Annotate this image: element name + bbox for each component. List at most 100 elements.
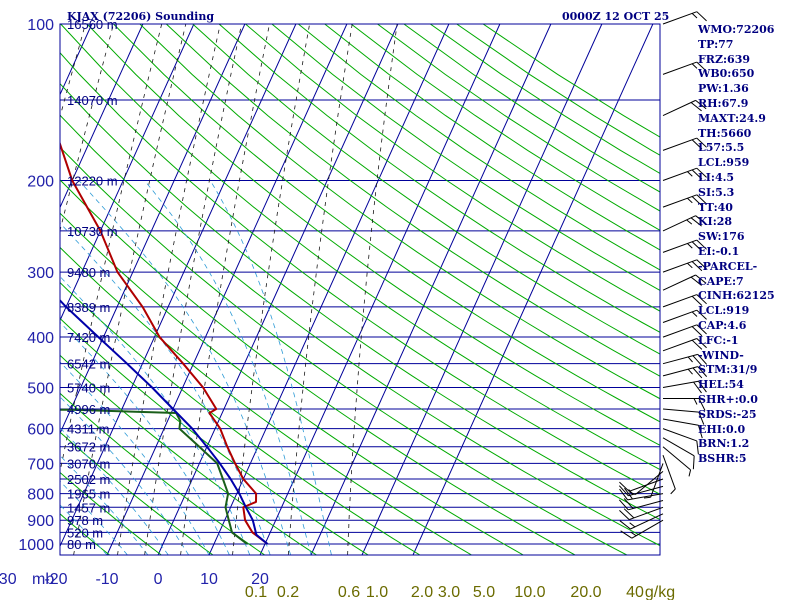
wind-barb-staff bbox=[662, 99, 696, 117]
isotherm bbox=[106, 24, 348, 555]
height-label: 978 m bbox=[67, 513, 103, 528]
dry-adiabat bbox=[60, 246, 472, 555]
isotherm bbox=[60, 24, 195, 322]
moist-adiabat bbox=[60, 427, 169, 555]
pressure-label: 800 bbox=[27, 487, 54, 504]
wind-barb bbox=[619, 506, 664, 521]
dry-adiabat bbox=[86, 24, 660, 446]
moist-adiabat bbox=[60, 396, 189, 555]
moist-adiabat bbox=[209, 180, 332, 555]
wind-barb-flag bbox=[696, 259, 707, 270]
wind-barb-flag bbox=[696, 338, 707, 349]
dry-adiabat bbox=[60, 471, 162, 555]
station-title: KJAX (72206) Sounding bbox=[67, 10, 214, 23]
wind-barb bbox=[662, 167, 707, 181]
wind-barb-flag bbox=[691, 261, 703, 272]
wind-barb-half-flag bbox=[628, 489, 634, 495]
wind-barb bbox=[662, 324, 707, 338]
dry-adiabat bbox=[218, 24, 660, 333]
wind-barb-half-flag bbox=[687, 197, 693, 204]
wind-barb-flag bbox=[618, 485, 629, 497]
mixing-ratio-line bbox=[180, 24, 270, 555]
wind-barb-flag bbox=[696, 11, 707, 22]
wind-barb-staff bbox=[650, 463, 664, 498]
wind-barb-flag bbox=[695, 274, 707, 284]
wind-barb bbox=[662, 294, 707, 308]
wind-barb bbox=[662, 274, 707, 291]
mixing-ratio-line bbox=[232, 24, 310, 555]
mixing-ratio-line bbox=[73, 24, 187, 555]
dry-adiabat bbox=[60, 354, 317, 555]
wind-barb-staff bbox=[662, 11, 697, 25]
pressure-label: 200 bbox=[27, 174, 54, 191]
wind-barb-flag bbox=[691, 241, 703, 252]
wind-barb-flag bbox=[624, 487, 633, 500]
index-item: RH:67.9 bbox=[698, 96, 749, 110]
index-item: HEL:54 bbox=[698, 378, 744, 392]
temperature-tick-label: 20 bbox=[251, 571, 269, 588]
wind-barb bbox=[619, 478, 664, 492]
wind-barb bbox=[662, 446, 692, 477]
sounding-time: 0000Z 12 OCT 25 bbox=[562, 10, 669, 23]
dry-adiabat bbox=[60, 513, 110, 555]
wind-barb bbox=[662, 11, 707, 25]
pressure-label: 1000 bbox=[18, 537, 54, 554]
wind-barb-staff bbox=[662, 366, 698, 377]
moist-adiabat bbox=[60, 321, 230, 555]
wind-barb-staff bbox=[631, 519, 664, 539]
dry-adiabat bbox=[60, 281, 421, 555]
wind-barb-flag bbox=[692, 355, 703, 367]
pressure-label: 100 bbox=[27, 17, 54, 34]
dry-adiabat bbox=[60, 431, 214, 555]
wind-barb-flag bbox=[696, 239, 707, 250]
index-item: EHI:0.0 bbox=[698, 422, 746, 436]
height-label: 14070 m bbox=[67, 93, 118, 108]
mixing-ratio-line bbox=[287, 24, 353, 555]
index-item: WMO:72206 bbox=[698, 23, 775, 36]
wind-barb-flag bbox=[690, 102, 702, 112]
wind-barb-flag bbox=[696, 324, 707, 335]
wind-barb bbox=[643, 463, 664, 499]
temperature-tick-label: -30 bbox=[0, 571, 17, 588]
temperature-tick-label: -10 bbox=[95, 571, 118, 588]
mixing-ratio-tick-label: 3.0 bbox=[438, 584, 460, 600]
isotherm bbox=[310, 24, 552, 555]
height-label: 6542 m bbox=[67, 357, 110, 372]
mixing-ratio-line bbox=[117, 24, 221, 555]
dry-adiabat bbox=[60, 146, 628, 555]
wind-barb-flag bbox=[696, 309, 707, 320]
index-item: WB0:650 bbox=[698, 67, 755, 81]
wind-barb-flag bbox=[691, 339, 703, 350]
temperature-tick-label: 10 bbox=[200, 571, 218, 588]
wind-barb bbox=[662, 239, 707, 253]
index-item: KI:28 bbox=[698, 215, 733, 229]
wind-barb-staff bbox=[662, 294, 697, 308]
wind-barb-staff bbox=[662, 194, 697, 208]
wind-barb bbox=[662, 455, 676, 495]
wind-barb bbox=[619, 487, 664, 501]
wind-barb-flag bbox=[698, 411, 705, 425]
wind-barb bbox=[662, 418, 703, 439]
temperature-profile bbox=[60, 140, 269, 545]
dry-adiabat bbox=[297, 24, 660, 271]
index-item: TP:77 bbox=[698, 37, 734, 51]
wind-barb-half-flag bbox=[688, 469, 692, 477]
dry-adiabat bbox=[192, 24, 660, 355]
mixing-ratio-line bbox=[60, 24, 163, 474]
height-label: 3672 m bbox=[67, 440, 110, 455]
dry-adiabat bbox=[60, 51, 660, 495]
mixing-ratio-line bbox=[144, 24, 242, 555]
wind-barb bbox=[619, 513, 664, 530]
dry-adiabat bbox=[60, 24, 660, 471]
wind-barb-flag bbox=[697, 366, 708, 377]
index-item: LCL:959 bbox=[698, 156, 750, 170]
wind-barb-flag bbox=[619, 488, 628, 501]
index-item: MAXT:24.9 bbox=[698, 111, 766, 125]
index-item: STM:31/9 bbox=[698, 363, 758, 377]
wind-barb bbox=[662, 215, 707, 232]
pressure-label: 500 bbox=[27, 380, 54, 397]
height-label: 10730 m bbox=[67, 224, 118, 239]
pressure-label: 600 bbox=[27, 422, 54, 439]
wind-barb-flag bbox=[696, 194, 707, 205]
dry-adiabat bbox=[60, 82, 660, 521]
